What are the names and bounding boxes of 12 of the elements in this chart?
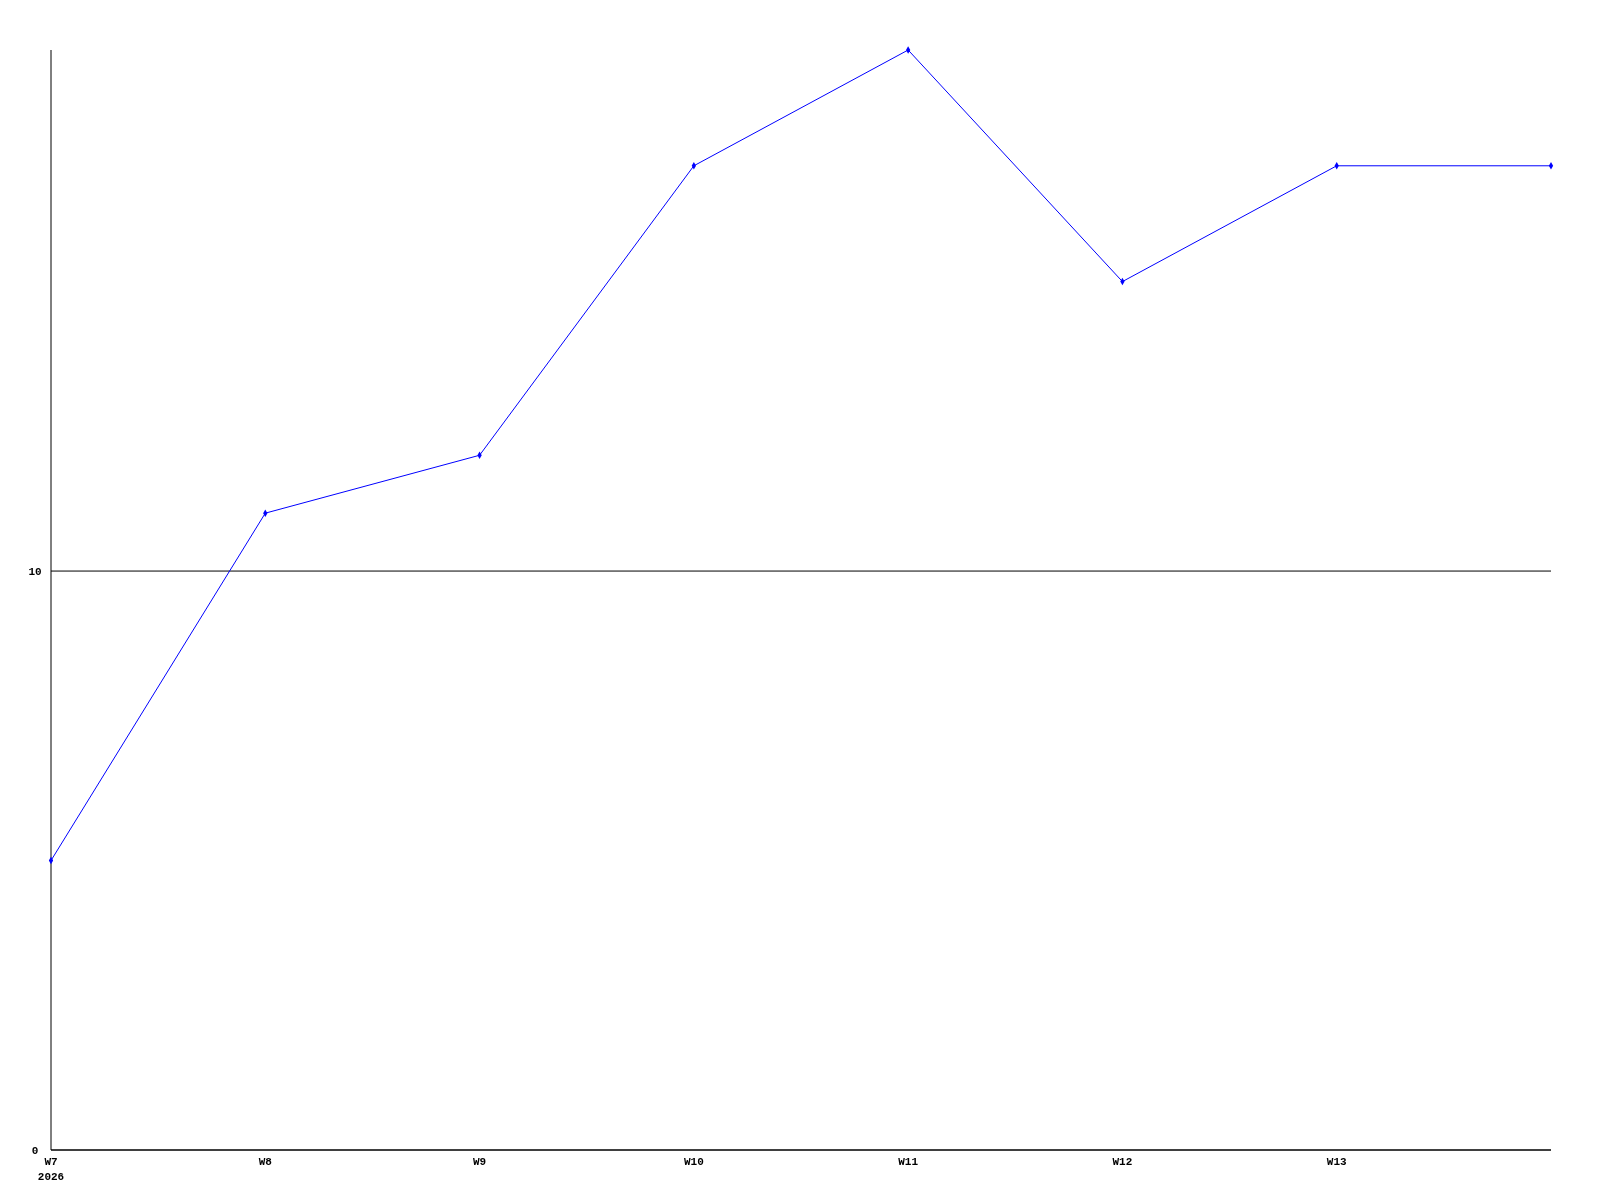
x-tick-label: W12 xyxy=(1112,1156,1133,1168)
point xyxy=(905,46,911,54)
x-tick-label: W9 xyxy=(472,1156,487,1168)
point xyxy=(1548,162,1554,170)
x-tick-label: W10 xyxy=(683,1156,704,1168)
x-tick-label: W8 xyxy=(258,1156,273,1168)
y-tick-label: 10 xyxy=(28,565,42,578)
y-tick-label: 0 xyxy=(31,1144,39,1157)
point xyxy=(691,162,697,170)
x-tick-label: W13 xyxy=(1326,1156,1348,1168)
x-tick-label: W11 xyxy=(898,1156,919,1168)
x-tick-label: W7 2026 xyxy=(37,1156,65,1183)
